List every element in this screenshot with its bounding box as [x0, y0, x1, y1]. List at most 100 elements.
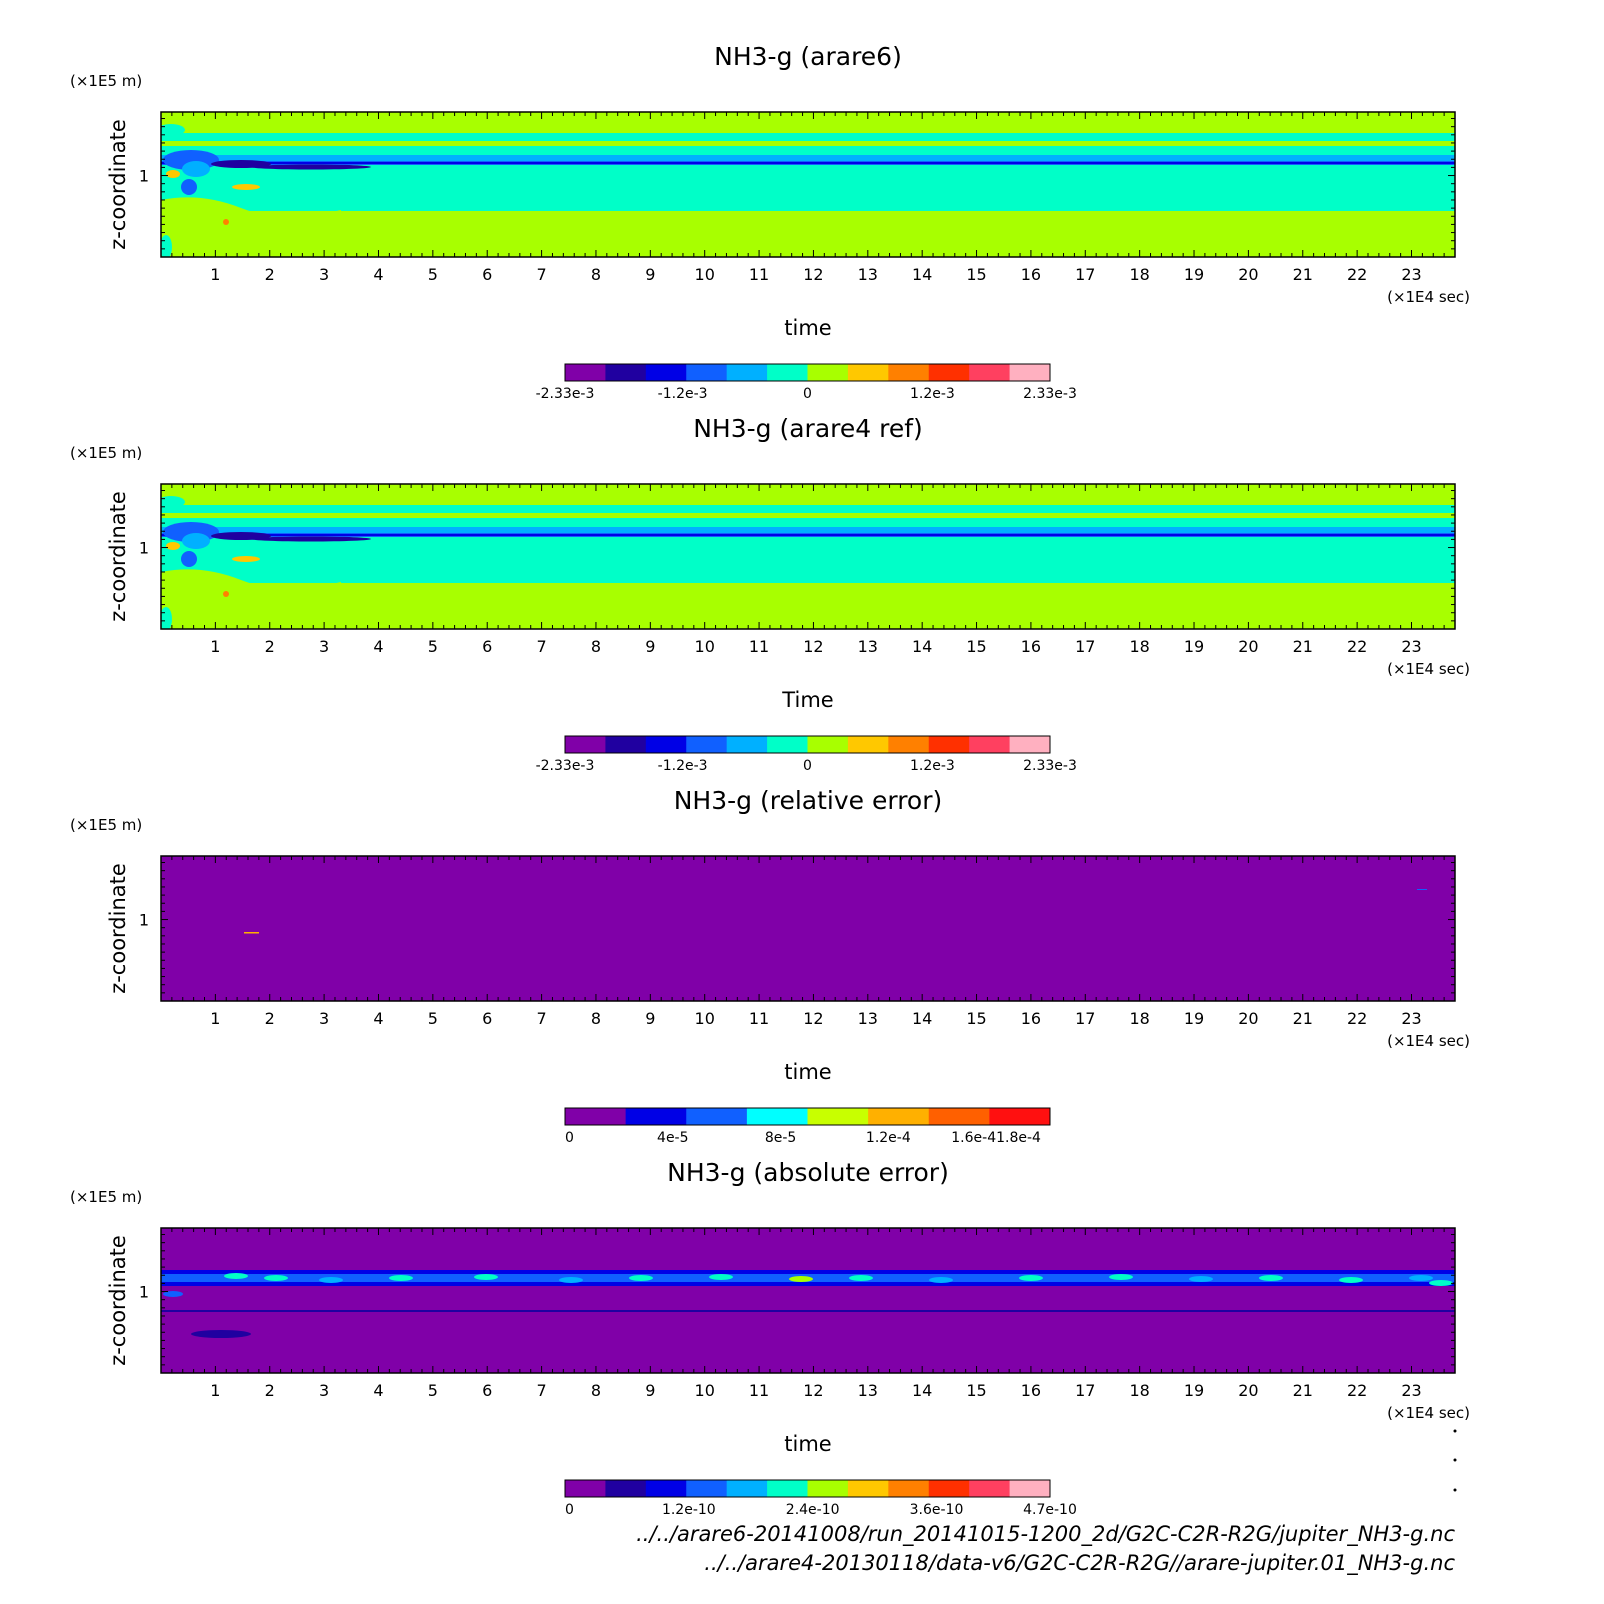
colorbar-swatch	[888, 364, 930, 381]
x-tick-label: 14	[912, 1381, 932, 1400]
x-unit-label: (×1E4 sec)	[1387, 1032, 1470, 1050]
color-patch	[163, 1291, 183, 1297]
y-tick-label: 1	[139, 539, 149, 558]
panel-title: NH3-g (arare6)	[714, 42, 902, 71]
x-tick-label: 7	[536, 265, 546, 284]
color-patch	[1109, 1274, 1133, 1280]
colorbar-tick-label: -1.2e-3	[658, 758, 708, 774]
colorbar-tick-label: 8e-5	[765, 1130, 796, 1146]
y-axis-label: z-coordinate	[106, 491, 130, 622]
panel-4: NH3-g (absolute error)(×1E5 m)1 2 3 4 5 6 7 8 9 1…	[70, 1158, 1470, 1518]
x-tick-label: 13	[858, 1009, 878, 1028]
x-tick-label: 15	[966, 265, 986, 284]
x-tick-label: 21	[1293, 1381, 1313, 1400]
colorbar-swatch	[746, 1108, 808, 1125]
x-tick-label: 11	[749, 265, 769, 284]
y-tick-label: 1	[139, 911, 149, 930]
x-tick-label: 20	[1238, 265, 1258, 284]
x-tick-label: 8	[591, 265, 601, 284]
colorbar-swatch	[1009, 364, 1051, 381]
colorbar-swatch	[847, 1480, 889, 1497]
colorbar-swatch	[807, 1108, 869, 1125]
heatmap-field	[161, 856, 1455, 1001]
colorbar-tick-label: -2.33e-3	[536, 386, 595, 402]
panel-title: NH3-g (relative error)	[674, 786, 943, 815]
x-tick-label: 17	[1075, 265, 1095, 284]
x-tick-label: 11	[749, 1381, 769, 1400]
colorbar-swatch	[1009, 736, 1051, 753]
x-tick-label: 22	[1347, 1381, 1367, 1400]
x-tick-label: 4	[373, 265, 383, 284]
x-tick-label: 1	[210, 1009, 220, 1028]
colorbar-swatch	[686, 1108, 748, 1125]
x-tick-label: 3	[319, 637, 329, 656]
y-unit-label: (×1E5 m)	[70, 444, 142, 462]
colorbar-swatch	[807, 1480, 849, 1497]
colorbar-swatch	[565, 736, 606, 753]
x-tick-label: 23	[1401, 1381, 1421, 1400]
panel-2: NH3-g (arare4 ref)(×1E5 m)1 2 3 4 5 6 7 8 9 10 11 1…	[70, 414, 1470, 774]
color-patch	[1259, 1275, 1283, 1281]
color-patch	[166, 170, 180, 178]
heatmap-field	[161, 484, 1455, 629]
color-band	[161, 133, 1455, 141]
colorbar-swatch	[625, 1108, 687, 1125]
colorbar-swatch	[645, 364, 687, 381]
panel-title: NH3-g (absolute error)	[667, 1158, 949, 1187]
colorbar-swatch	[686, 736, 728, 753]
colorbar-swatch	[807, 736, 849, 753]
colorbar-swatch	[928, 736, 970, 753]
x-tick-label: 12	[803, 1009, 823, 1028]
x-tick-label: 7	[536, 1009, 546, 1028]
x-tick-label: 16	[1021, 637, 1041, 656]
x-unit-label: (×1E4 sec)	[1387, 1404, 1470, 1422]
colorbar-tick-label: 0	[565, 1130, 574, 1146]
colorbar-swatch	[847, 736, 889, 753]
x-tick-label: 12	[803, 265, 823, 284]
color-band	[161, 162, 1455, 164]
color-band	[161, 155, 1455, 162]
colorbar-swatch	[605, 1480, 647, 1497]
x-tick-label: 16	[1021, 1009, 1041, 1028]
plot-frame	[160, 1227, 1456, 1374]
x-tick-label: 18	[1129, 637, 1149, 656]
color-patch	[1189, 1276, 1213, 1282]
x-tick-label: 1	[210, 265, 220, 284]
colorbar-swatch	[989, 1108, 1051, 1125]
color-patch	[161, 124, 185, 136]
colorbar-swatch	[767, 736, 808, 753]
x-tick-label: 9	[645, 1009, 655, 1028]
x-axis-label: time	[784, 1432, 831, 1456]
x-tick-label: 20	[1238, 637, 1258, 656]
marker-dot	[1453, 1429, 1457, 1433]
colorbar-tick-label: -2.33e-3	[536, 758, 595, 774]
colorbar-swatch	[969, 736, 1011, 753]
colorbar-swatch	[645, 1480, 687, 1497]
x-unit-label: (×1E4 sec)	[1387, 660, 1470, 678]
x-tick-label: 11	[749, 1009, 769, 1028]
x-tick-label: 23	[1401, 265, 1421, 284]
x-tick-label: 6	[482, 1009, 492, 1028]
x-tick-label: 17	[1075, 637, 1095, 656]
heatmap-field	[161, 112, 1455, 257]
y-axis-label: z-coordinate	[106, 119, 130, 250]
x-tick-label: 9	[645, 265, 655, 284]
y-axis-label: z-coordinate	[106, 863, 130, 994]
color-patch	[211, 532, 271, 540]
colorbar-swatch	[807, 364, 849, 381]
x-tick-label: 19	[1184, 265, 1204, 284]
colorbar-frame	[564, 735, 1051, 754]
x-tick-label: 10	[695, 1009, 715, 1028]
x-tick-label: 2	[265, 265, 275, 284]
colorbar-tick-label: 2.4e-10	[786, 1502, 840, 1518]
background-band	[161, 856, 1455, 1001]
color-patch	[474, 1274, 498, 1280]
x-tick-label: 4	[373, 637, 383, 656]
color-patch	[232, 184, 260, 190]
x-tick-label: 14	[912, 265, 932, 284]
x-axis-label: time	[784, 1060, 831, 1084]
x-tick-label: 8	[591, 1009, 601, 1028]
x-tick-label: 19	[1184, 1381, 1204, 1400]
colorbar-swatch	[605, 364, 647, 381]
plot-frame	[160, 855, 1456, 1002]
